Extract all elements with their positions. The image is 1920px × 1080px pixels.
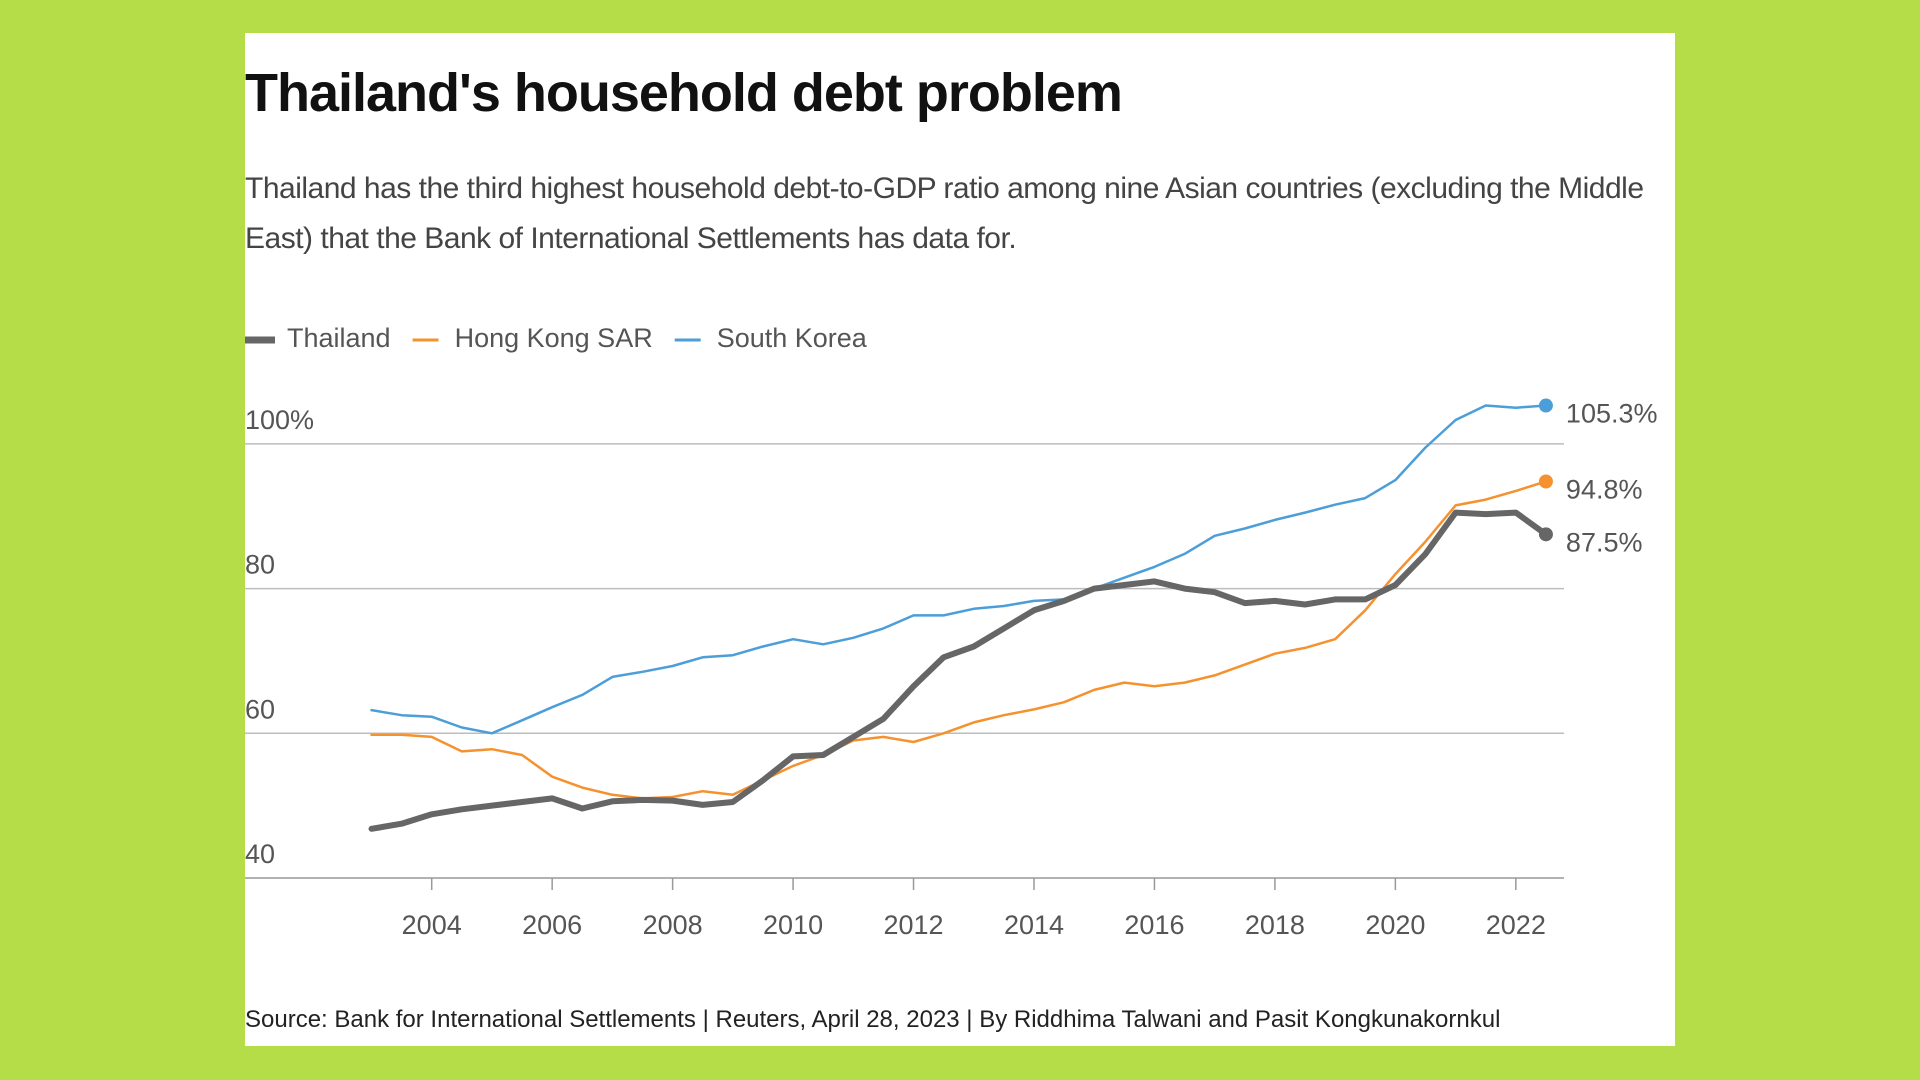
end-value-label: 94.8% [1566, 475, 1643, 505]
chart-title: Thailand's household debt problem [245, 63, 1123, 123]
series-line [368, 509, 1549, 832]
x-tick-label: 2014 [1004, 910, 1064, 940]
x-tick-label: 2006 [522, 910, 582, 940]
end-point [1538, 474, 1553, 489]
x-tick-label: 2012 [883, 910, 943, 940]
x-tick-label: 2022 [1486, 910, 1546, 940]
y-tick-label: 40 [245, 839, 275, 869]
x-tick-label: 2018 [1245, 910, 1305, 940]
series-line [370, 480, 1548, 800]
legend-label: Hong Kong SAR [455, 323, 653, 353]
end-value-label: 87.5% [1566, 527, 1643, 557]
x-tick-label: 2016 [1124, 910, 1184, 940]
end-point [1538, 527, 1553, 542]
chart-subtitle: Thailand has the third highest household… [245, 172, 1644, 255]
y-tick-label: 80 [245, 550, 275, 580]
x-tick-label: 2004 [402, 910, 462, 940]
y-tick-label: 100% [245, 405, 314, 435]
x-tick-label: 2020 [1365, 910, 1425, 940]
source-note: Source: Bank for International Settlemen… [245, 1006, 1501, 1033]
end-value-label: 105.3% [1566, 399, 1658, 429]
series-line [370, 404, 1548, 735]
x-tick-label: 2010 [763, 910, 823, 940]
x-tick-label: 2008 [643, 910, 703, 940]
y-tick-label: 60 [245, 694, 275, 724]
legend-label: Thailand [287, 323, 391, 353]
legend-label: South Korea [717, 323, 868, 353]
end-point [1538, 398, 1553, 413]
